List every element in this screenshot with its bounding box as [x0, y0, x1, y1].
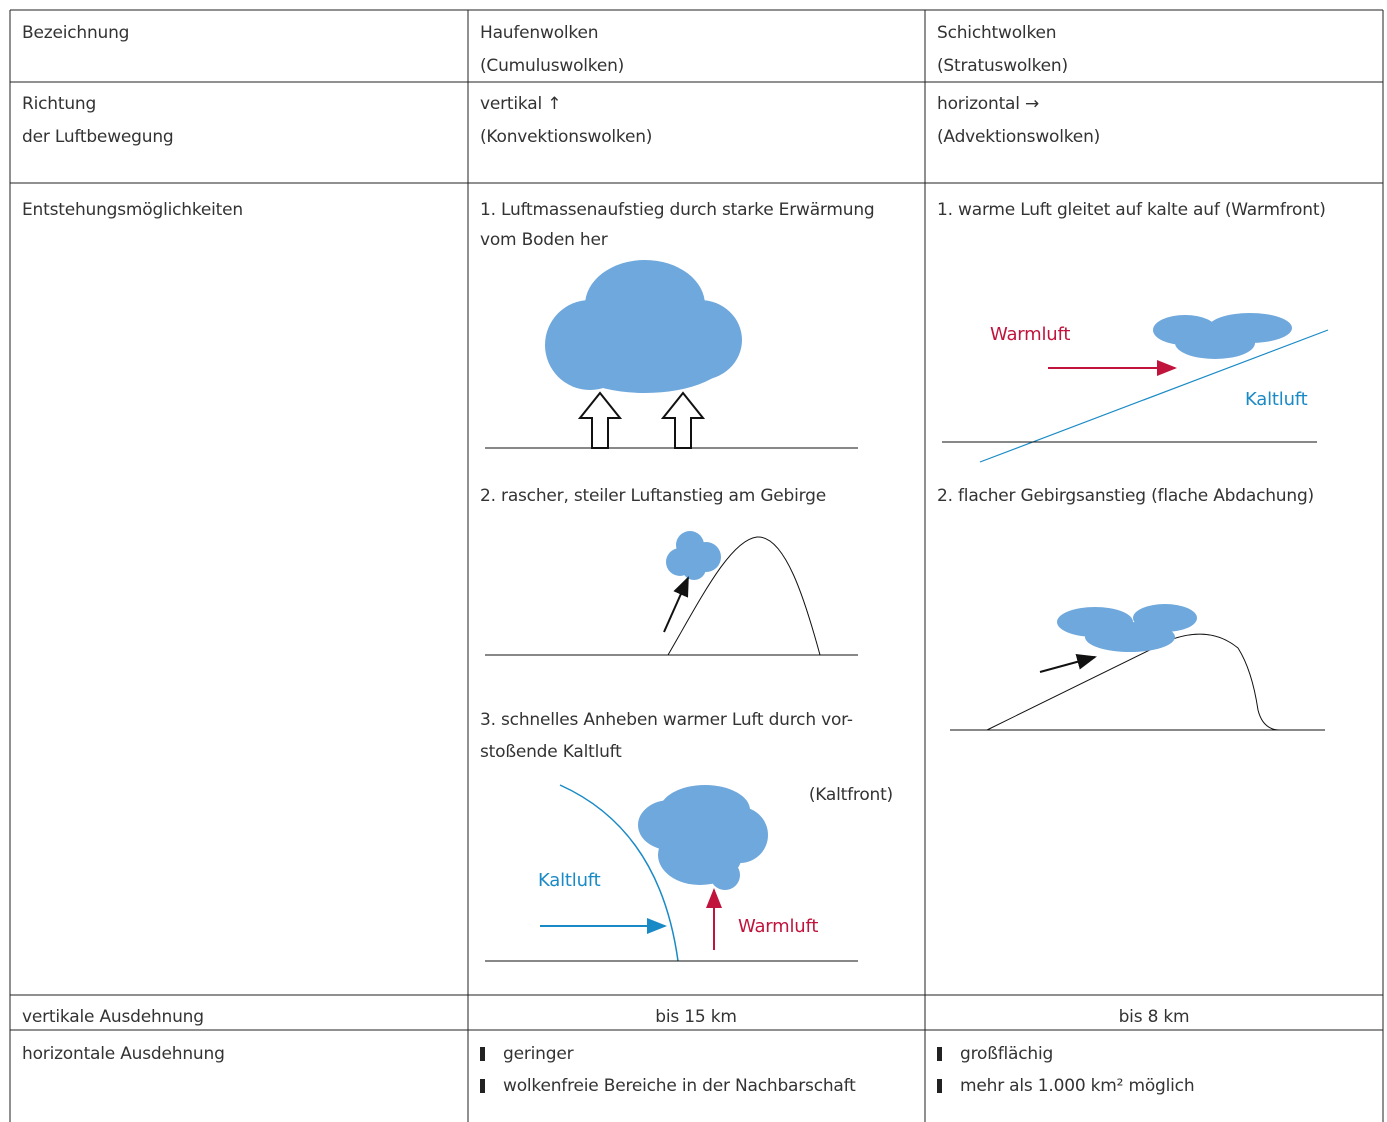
- diagram-label: Kaltluft: [1245, 389, 1308, 410]
- cell-text: bis 8 km: [1118, 1007, 1190, 1027]
- cell-text: vom Boden her: [480, 230, 608, 250]
- cell-text: vertikale Ausdehnung: [22, 1007, 204, 1027]
- mountain: [667, 536, 821, 656]
- list-item: wolkenfreie Bereiche in der Nachbarschaf…: [503, 1076, 856, 1096]
- cell-text: der Luftbewegung: [22, 127, 174, 147]
- cloud: [638, 785, 768, 890]
- cell-text: Richtung: [22, 94, 97, 114]
- cell-text: (Advektionswolken): [937, 127, 1101, 147]
- diagram-label: Warmluft: [990, 324, 1071, 345]
- cell-text: Haufenwolken: [480, 23, 599, 43]
- cell-text: 2. rascher, steiler Luftanstieg am Gebir…: [480, 486, 827, 506]
- front-line: [979, 329, 1329, 463]
- cell-text: 3. schnelles Anheben warmer Luft durch v…: [480, 710, 853, 730]
- cell-text: vertikal ↑: [480, 94, 562, 114]
- cloud: [545, 260, 742, 393]
- list-item: großflächig: [960, 1044, 1054, 1064]
- cell-text: 1. Luftmassenaufstieg durch starke Erwär…: [480, 200, 875, 220]
- cell-text: Bezeichnung: [22, 23, 130, 43]
- cell-text: stoßende Kaltluft: [480, 742, 622, 762]
- cell-text: 2. flacher Gebirgsanstieg (flache Abdach…: [937, 486, 1314, 506]
- diagram-label: Kaltluft: [538, 870, 601, 891]
- mountain: [986, 633, 1281, 731]
- cell-text: (Konvektionswolken): [480, 127, 653, 147]
- grid: [9, 9, 1384, 1122]
- cell-text: 1. warme Luft gleitet auf kalte auf (War…: [937, 200, 1326, 220]
- arrow: [1039, 654, 1097, 673]
- arrow: [663, 576, 689, 633]
- cloud: [666, 531, 721, 580]
- bullets: [480, 1047, 942, 1093]
- cell-text: Entstehungsmöglichkeiten: [22, 200, 243, 220]
- list-item: geringer: [503, 1044, 574, 1064]
- cloud: [1153, 313, 1292, 359]
- diagram-label: Warmluft: [738, 916, 819, 937]
- cell-text: Schichtwolken: [937, 23, 1057, 43]
- cell-text: horizontale Ausdehnung: [22, 1044, 225, 1064]
- cell-text: bis 15 km: [655, 1007, 737, 1027]
- front-line: [559, 784, 679, 962]
- list-item: mehr als 1.000 km² möglich: [960, 1076, 1195, 1096]
- cell-text: (Stratuswolken): [937, 56, 1068, 76]
- hollow-arrows: [577, 391, 706, 449]
- cell-text: horizontal →: [937, 94, 1040, 114]
- diagram-label: (Kaltfront): [808, 785, 893, 805]
- cell-text: (Cumuluswolken): [480, 56, 625, 76]
- cloud: [1057, 604, 1197, 652]
